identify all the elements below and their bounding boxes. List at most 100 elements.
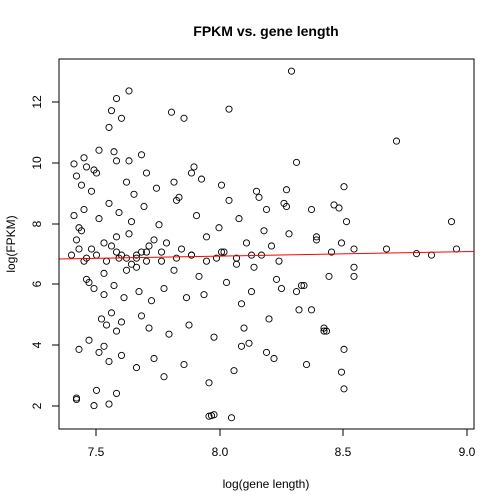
data-point: [245, 339, 253, 347]
data-point: [250, 263, 258, 271]
data-point: [222, 278, 231, 287]
data-point: [127, 260, 136, 268]
fit-line: [58, 250, 475, 260]
data-point: [350, 263, 358, 271]
data-point: [340, 385, 348, 393]
data-point: [197, 175, 206, 183]
data-point: [205, 379, 213, 387]
data-point: [122, 266, 131, 274]
data-point: [90, 284, 98, 293]
data-point: [252, 187, 261, 195]
data-point: [177, 245, 186, 253]
data-point: [225, 196, 233, 204]
data-point: [230, 367, 238, 375]
data-point: [72, 395, 81, 404]
data-point: [272, 275, 281, 283]
data-point: [170, 178, 178, 186]
data-point: [307, 205, 316, 214]
data-point: [75, 345, 83, 353]
data-point: [105, 400, 113, 408]
data-point: [342, 218, 351, 226]
data-point: [427, 251, 436, 259]
x-tick-label: 9.0: [459, 445, 476, 459]
data-point: [292, 288, 301, 296]
data-point: [220, 248, 228, 256]
data-point: [100, 269, 108, 277]
data-point: [72, 172, 81, 180]
data-point: [262, 205, 271, 214]
data-point: [95, 348, 103, 356]
data-point: [110, 148, 118, 156]
data-point: [225, 105, 233, 113]
data-point: [237, 300, 246, 308]
data-point: [195, 272, 203, 280]
data-point: [160, 284, 168, 293]
data-point: [237, 342, 246, 350]
plot-area-frame: [58, 58, 475, 430]
data-point: [382, 245, 391, 253]
data-point: [187, 251, 196, 259]
data-point: [112, 94, 121, 103]
data-point: [275, 257, 283, 265]
data-point: [135, 288, 143, 296]
data-point: [170, 266, 178, 274]
data-point: [157, 257, 166, 265]
data-point: [80, 205, 88, 214]
data-point: [117, 318, 126, 326]
data-point: [112, 327, 121, 335]
data-point: [80, 154, 88, 162]
data-point: [125, 157, 133, 165]
data-point: [72, 236, 81, 244]
data-point: [115, 208, 123, 217]
data-point: [192, 212, 201, 220]
data-point: [165, 330, 173, 338]
data-point: [102, 321, 111, 329]
data-point: [107, 107, 116, 115]
y-axis-label: log(FPKM): [4, 215, 18, 272]
data-point: [157, 248, 166, 256]
data-point: [327, 248, 336, 256]
data-point: [255, 193, 263, 201]
data-point: [125, 230, 133, 238]
y-tick-label: 8: [30, 220, 44, 227]
data-point: [142, 257, 151, 265]
data-point: [335, 204, 343, 212]
data-point: [182, 294, 191, 302]
data-point: [312, 233, 321, 241]
data-point: [295, 306, 303, 314]
data-point: [112, 389, 121, 397]
data-point: [70, 212, 78, 220]
data-point: [270, 354, 278, 363]
data-point: [210, 411, 218, 419]
data-point: [125, 87, 133, 95]
data-point: [95, 146, 103, 154]
data-point: [155, 221, 163, 229]
data-point: [92, 251, 101, 259]
data-point: [110, 281, 118, 290]
data-point: [297, 281, 306, 290]
data-point: [112, 157, 121, 165]
data-point: [217, 248, 226, 256]
data-point: [262, 348, 271, 356]
data-point: [120, 294, 128, 302]
y-axis: 2 4 6 8 10 12: [30, 95, 60, 409]
data-point: [282, 202, 291, 210]
x-tick-label: 8.0: [212, 445, 229, 459]
data-point: [90, 402, 98, 410]
x-tick-label: 7.5: [88, 445, 105, 459]
data-point: [350, 245, 358, 253]
data-point: [105, 123, 113, 131]
x-axis-label: log(gene length): [223, 477, 310, 491]
data-point: [112, 248, 121, 256]
data-point: [392, 137, 401, 145]
data-point: [180, 114, 188, 122]
data-point: [242, 239, 251, 247]
data-point: [72, 394, 81, 402]
data-point: [172, 254, 181, 262]
data-point: [337, 368, 346, 376]
data-point: [100, 291, 108, 299]
data-point: [107, 242, 116, 250]
data-point: [97, 315, 106, 323]
data-point: [130, 190, 138, 198]
data-point: [447, 218, 456, 226]
